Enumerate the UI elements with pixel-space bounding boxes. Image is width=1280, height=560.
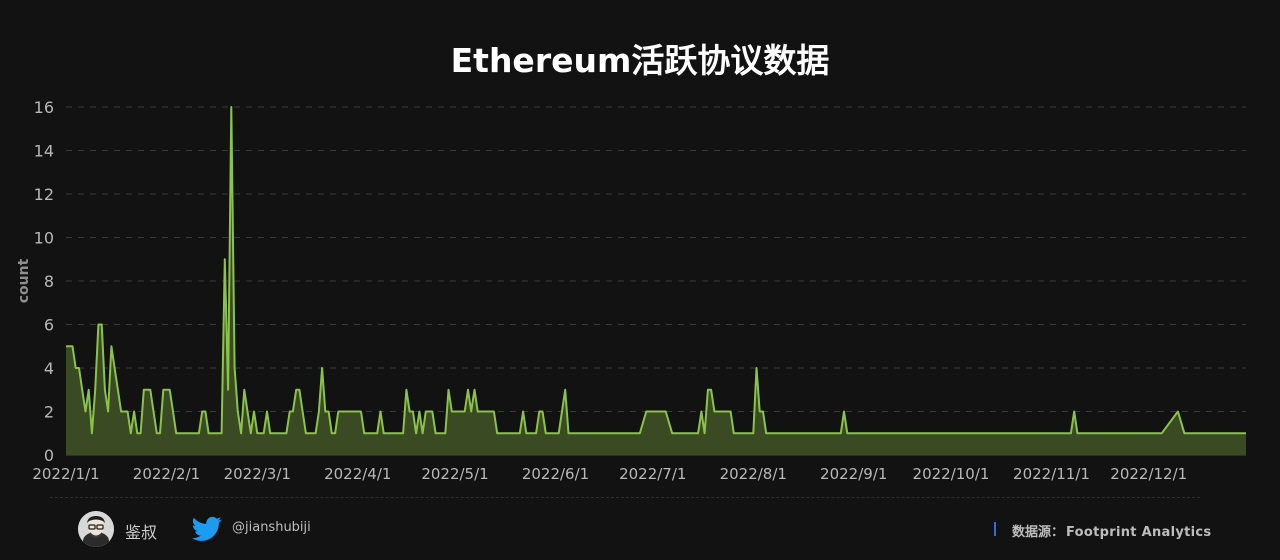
x-tick-label: 2022/9/1 [820,465,887,483]
x-tick-label: 2022/10/1 [913,465,990,483]
y-axis-title: count [16,258,32,304]
twitter-icon [192,516,222,542]
x-tick-label: 2022/7/1 [619,465,686,483]
x-tick-label: 2022/5/1 [421,465,488,483]
y-tick-label: 6 [44,316,54,335]
x-tick-label: 2022/2/1 [133,465,200,483]
y-tick-label: 16 [34,98,54,117]
data-source: 数据源： Footprint Analytics [1012,521,1211,540]
y-tick-label: 0 [44,446,54,465]
y-tick-label: 14 [34,142,54,161]
source-marker [994,522,996,536]
x-tick-label: 2022/6/1 [522,465,589,483]
x-tick-label: 2022/3/1 [224,465,291,483]
y-tick-label: 12 [34,185,54,204]
data-source-label: 数据源： [1012,525,1065,540]
y-tick-label: 4 [44,359,54,378]
x-tick-label: 2022/11/1 [1013,465,1090,483]
y-tick-label: 10 [34,229,54,248]
twitter-handle: @jianshubiji [232,520,311,535]
x-tick-label: 2022/1/1 [32,465,99,483]
x-tick-label: 2022/8/1 [720,465,787,483]
x-tick-label: 2022/12/1 [1110,465,1187,483]
author-name: 鉴叔 [125,523,158,542]
y-tick-label: 2 [44,403,54,422]
avatar [78,511,114,547]
y-tick-label: 8 [44,272,54,291]
x-tick-label: 2022/4/1 [324,465,391,483]
series-line [66,106,1246,435]
footer-divider [50,497,1200,498]
data-source-value: Footprint Analytics [1066,525,1212,540]
chart-title: Ethereum活跃协议数据 [450,41,830,80]
